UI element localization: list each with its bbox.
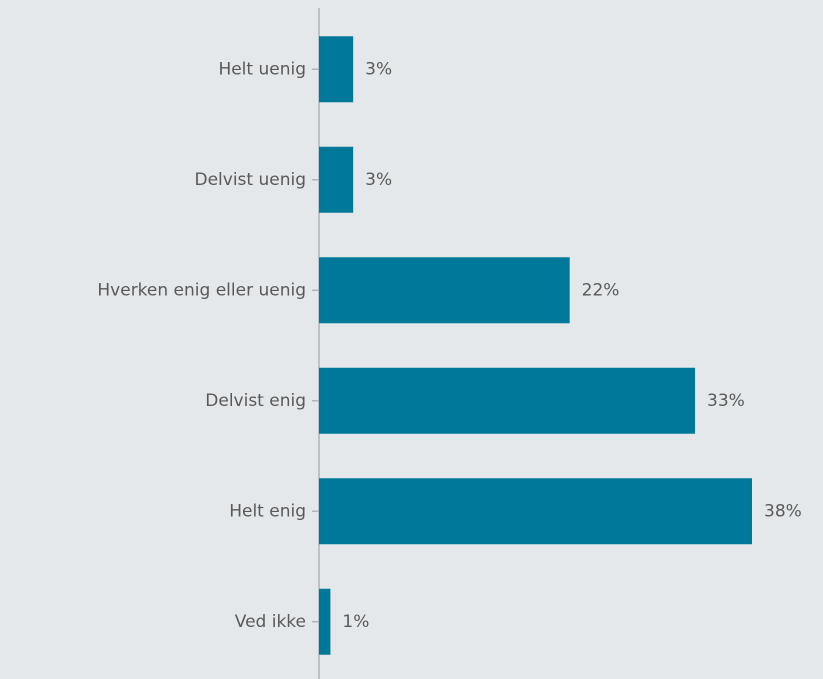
bar [319, 588, 331, 655]
bar [319, 146, 354, 213]
value-label: 22% [582, 280, 620, 300]
y-tick-label: Delvist enig [205, 391, 306, 411]
bar [319, 367, 696, 434]
y-tick-label: Ved ikke [235, 612, 306, 632]
bar [319, 257, 570, 324]
value-label: 3% [365, 59, 392, 79]
value-label: 3% [365, 170, 392, 190]
value-label: 38% [764, 501, 802, 521]
value-label: 1% [342, 612, 369, 632]
y-tick-label: Helt enig [229, 501, 306, 521]
bar [319, 478, 752, 545]
y-tick-label: Hverken enig eller uenig [97, 280, 306, 300]
bar [319, 36, 354, 103]
value-label: 33% [707, 391, 745, 411]
y-tick-label: Helt uenig [218, 59, 306, 79]
y-tick-label: Delvist uenig [194, 170, 306, 190]
